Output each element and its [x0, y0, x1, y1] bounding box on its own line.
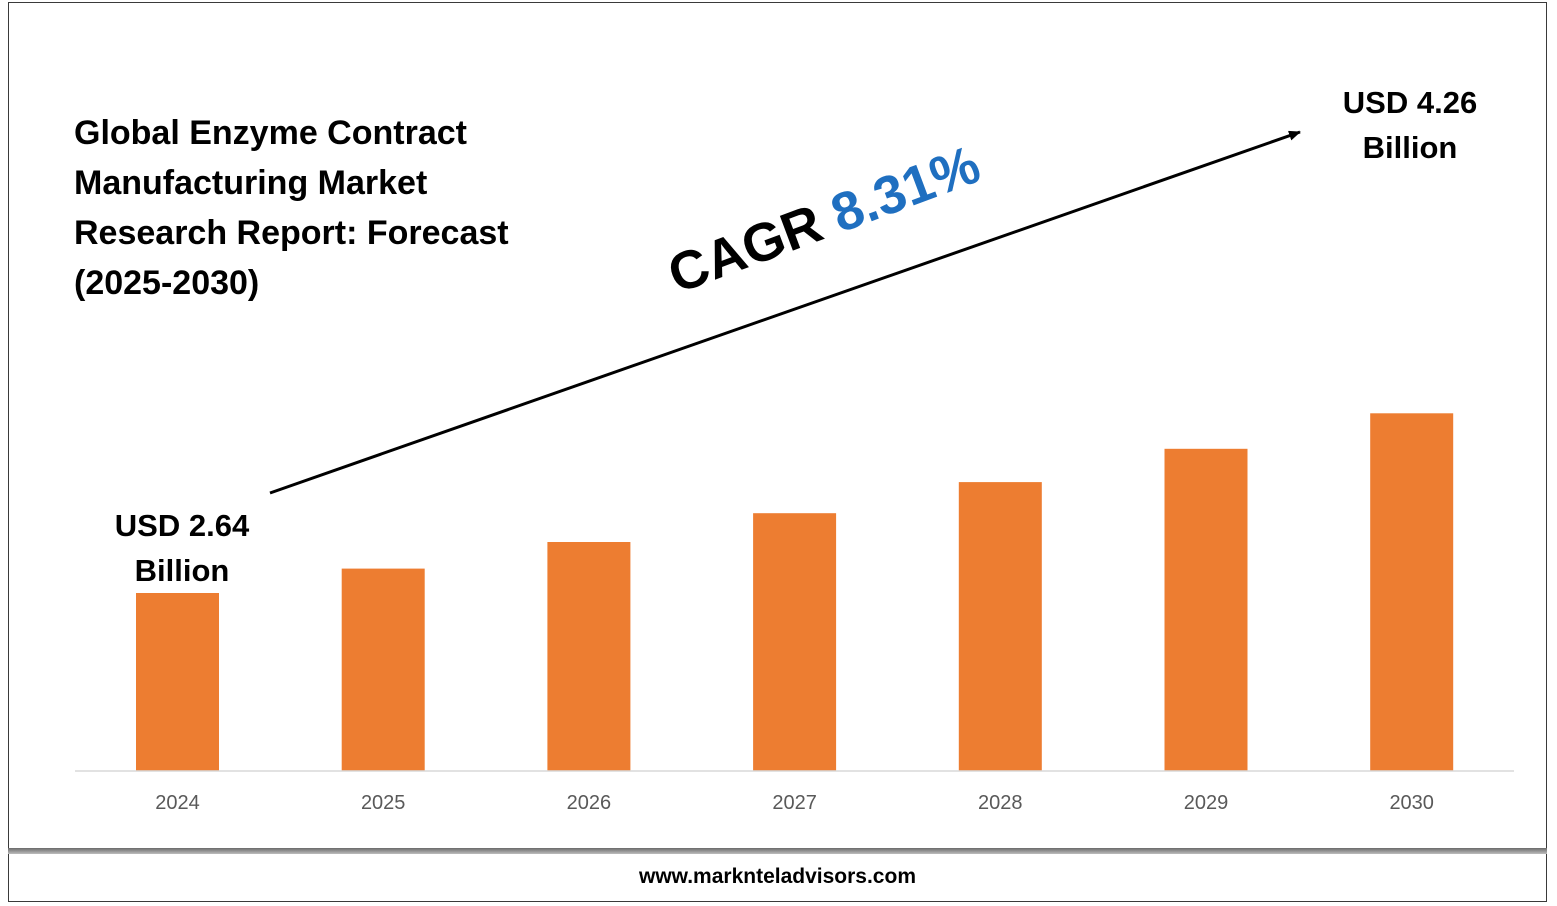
bar-2026: [547, 542, 631, 771]
end-value-amount: USD 4.26: [1342, 85, 1478, 120]
x-tick-label: 2025: [361, 792, 406, 814]
footer-website[interactable]: www.marknteladvisors.com: [639, 865, 916, 888]
title-line: Research Report: Forecast: [74, 214, 509, 252]
end-value-unit: Billion: [1362, 130, 1458, 165]
x-tick-label: 2029: [1184, 792, 1229, 814]
chart-title: Global Enzyme Contract Manufacturing Mar…: [74, 108, 554, 308]
start-value-callout: USD 2.64 Billion: [82, 503, 282, 593]
end-value-callout: USD 4.26 Billion: [1310, 80, 1510, 170]
title-line: Global Enzyme Contract: [74, 114, 467, 152]
bar-2027: [753, 513, 837, 771]
x-tick-label: 2027: [772, 792, 817, 814]
start-value-unit: Billion: [134, 553, 230, 588]
bar-2029: [1164, 448, 1248, 771]
title-line: Manufacturing Market: [74, 164, 428, 202]
x-tick-label: 2024: [155, 792, 200, 814]
bar-2030: [1370, 413, 1454, 771]
bar-2028: [958, 482, 1042, 771]
trend-arrow: [269, 130, 1301, 495]
x-tick-label: 2026: [567, 792, 612, 814]
x-tick-label: 2030: [1389, 792, 1434, 814]
bars-group: [136, 413, 1454, 771]
start-value-amount: USD 2.64: [114, 508, 250, 543]
footer-divider: [8, 848, 1547, 854]
title-line: (2025-2030): [74, 264, 260, 302]
x-tick-labels: 2024 2025 2026 2027 2028 2029 2030: [155, 792, 1434, 814]
chart-frame: [8, 2, 1547, 902]
x-tick-label: 2028: [978, 792, 1023, 814]
bar-2025: [341, 568, 425, 771]
bar-2024: [136, 593, 219, 771]
